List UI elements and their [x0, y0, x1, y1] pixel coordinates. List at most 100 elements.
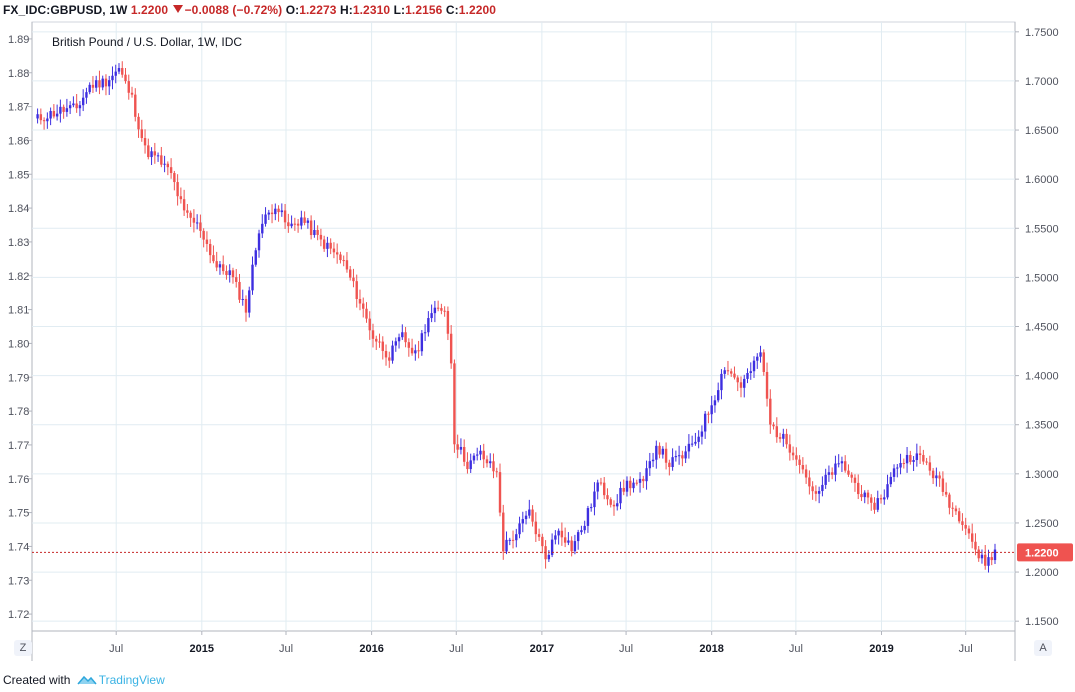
candle-up: [111, 75, 114, 81]
candle-up: [782, 433, 785, 439]
candle-up: [55, 113, 59, 117]
candle-up: [837, 463, 840, 465]
x-axis-tick-label: Jul: [449, 643, 463, 655]
candle-down: [788, 444, 792, 453]
candle-up: [78, 105, 82, 109]
candle-down: [296, 223, 300, 226]
last-price: 1.2200: [130, 3, 169, 17]
candle-up: [397, 337, 401, 342]
candle-down: [570, 540, 573, 552]
candle-down: [511, 539, 515, 541]
candle-down: [922, 455, 925, 462]
candle-down: [808, 477, 811, 487]
candle-down: [153, 151, 157, 156]
candle-down: [853, 477, 857, 483]
candle-down: [801, 465, 805, 470]
candle-up: [274, 208, 277, 215]
candle-up: [896, 467, 899, 469]
candle-up: [108, 80, 111, 87]
candle-up: [36, 114, 39, 119]
candle-up: [326, 242, 329, 249]
high-value: 1.2310: [352, 3, 391, 17]
candle-down: [730, 371, 733, 374]
candle-up: [547, 554, 551, 560]
candle-down: [485, 459, 489, 464]
left-axis-tick-label: 1.83: [8, 237, 29, 249]
candle-up: [827, 472, 831, 475]
interval-label[interactable]: 1W: [109, 3, 128, 17]
candle-up: [889, 476, 892, 485]
candle-down: [52, 111, 56, 117]
candle-up: [257, 233, 261, 251]
candle-up: [550, 539, 554, 555]
candle-down: [440, 308, 443, 311]
candle-down: [378, 341, 381, 343]
right-axis-tick-label: 1.3500: [1025, 420, 1059, 432]
x-axis-tick-label: 2016: [359, 643, 383, 655]
candle-down: [225, 271, 228, 276]
candle-up: [720, 373, 723, 391]
x-axis-tick-label: Jul: [959, 643, 973, 655]
candle-down: [964, 524, 967, 529]
candle-down: [769, 398, 772, 425]
candle-down: [407, 342, 411, 348]
candle-down: [339, 254, 342, 261]
candle-down: [130, 92, 134, 95]
auto-scale-button[interactable]: A: [1034, 640, 1052, 656]
candle-down: [941, 478, 945, 492]
candle-up: [85, 92, 88, 98]
candle-down: [244, 298, 248, 313]
candle-down: [785, 433, 788, 445]
close-value: 1.2200: [458, 3, 497, 17]
candle-up: [489, 461, 492, 464]
candle-up: [49, 111, 52, 119]
candle-up: [576, 532, 580, 542]
candle-down: [560, 530, 564, 538]
zoom-reset-button[interactable]: Z: [14, 640, 32, 656]
candle-up: [912, 460, 915, 462]
candle-down: [127, 81, 130, 93]
candle-down: [765, 371, 769, 399]
candle-up: [472, 455, 476, 461]
candle-up: [515, 534, 518, 541]
candle-up: [674, 456, 678, 458]
x-axis-tick-label: 2018: [699, 643, 723, 655]
candle-down: [909, 454, 912, 462]
left-axis-tick-label: 1.73: [8, 575, 29, 587]
candle-down: [371, 330, 375, 339]
right-axis-tick-label: 1.1500: [1025, 616, 1059, 628]
candle-down: [798, 459, 801, 466]
symbol-name[interactable]: FX_IDC:GBPUSD,: [3, 3, 106, 17]
candle-down: [137, 116, 140, 130]
candle-down: [238, 281, 241, 300]
candle-up: [218, 264, 222, 268]
candle-down: [222, 264, 225, 272]
candle-down: [453, 363, 456, 445]
candle-down: [974, 541, 977, 550]
candle-up: [46, 118, 49, 122]
candle-up: [290, 223, 293, 227]
candle-down: [541, 536, 544, 547]
right-axis-tick-label: 1.6500: [1025, 125, 1059, 137]
candle-up: [589, 507, 593, 509]
candle-up: [251, 264, 254, 291]
candle-up: [616, 503, 619, 507]
candle-up: [65, 108, 69, 112]
candle-down: [449, 333, 453, 364]
candle-down: [879, 498, 883, 500]
candle-down: [173, 173, 176, 183]
candle-down: [944, 491, 948, 495]
candle-down: [534, 521, 538, 535]
candle-up: [391, 345, 394, 361]
candle-down: [951, 507, 954, 509]
candle-up: [883, 497, 886, 500]
candle-down: [681, 455, 684, 459]
tradingview-link[interactable]: TradingView: [98, 673, 165, 687]
candle-up: [228, 270, 231, 276]
candle-down: [104, 78, 108, 87]
candle-down: [212, 255, 215, 262]
candle-up: [756, 356, 759, 361]
candle-up: [840, 461, 844, 464]
candle-down: [166, 163, 170, 168]
